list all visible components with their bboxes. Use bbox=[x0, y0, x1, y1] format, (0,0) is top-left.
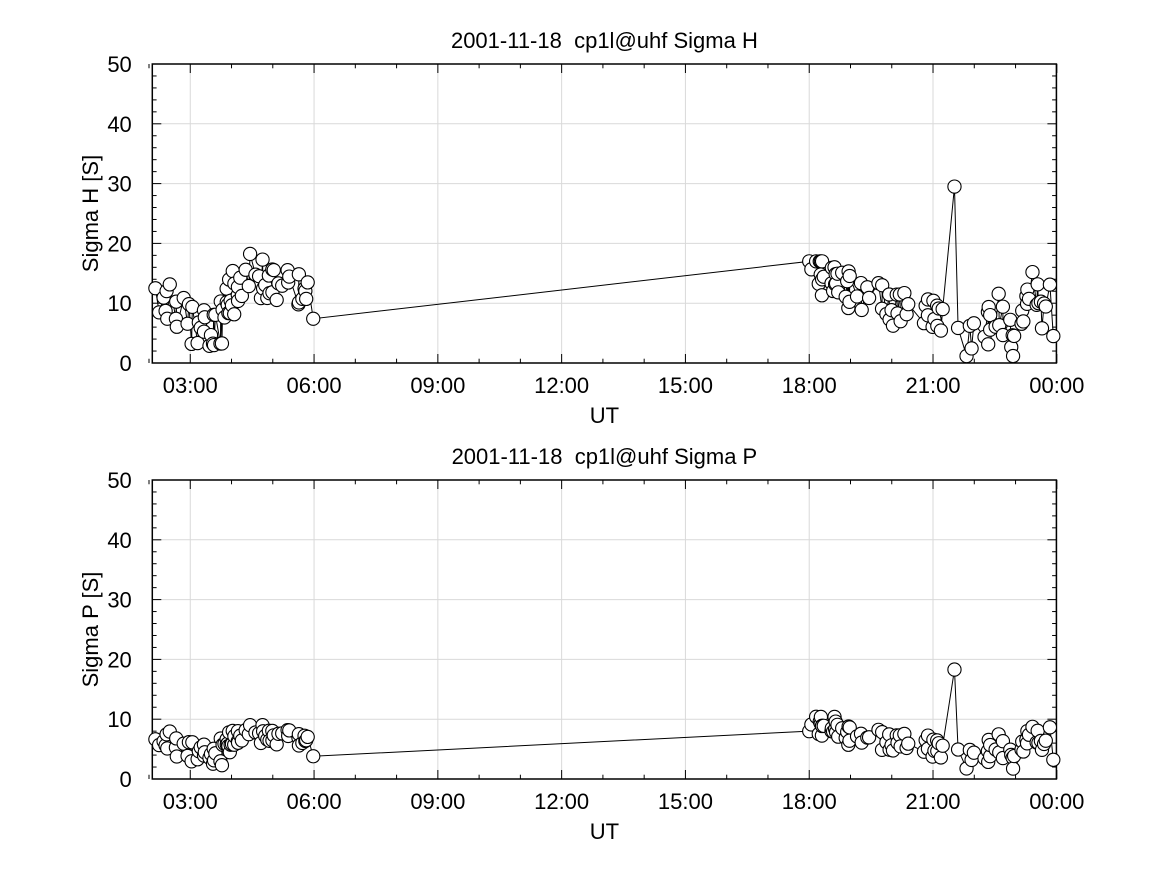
svg-text:50: 50 bbox=[107, 468, 131, 493]
svg-text:21:00: 21:00 bbox=[905, 789, 960, 814]
svg-text:03:00: 03:00 bbox=[163, 373, 218, 398]
svg-text:09:00: 09:00 bbox=[410, 789, 465, 814]
svg-text:06:00: 06:00 bbox=[287, 789, 342, 814]
svg-text:21:00: 21:00 bbox=[905, 373, 960, 398]
svg-text:2001-11-18 cp1l@uhf Sigma P: 2001-11-18 cp1l@uhf Sigma P bbox=[452, 444, 758, 469]
svg-text:2001-11-18 cp1l@uhf Sigma H: 2001-11-18 cp1l@uhf Sigma H bbox=[451, 28, 758, 53]
svg-text:0: 0 bbox=[120, 351, 132, 376]
svg-text:12:00: 12:00 bbox=[534, 373, 589, 398]
svg-text:06:00: 06:00 bbox=[287, 373, 342, 398]
svg-text:0: 0 bbox=[120, 767, 132, 792]
svg-text:12:00: 12:00 bbox=[534, 789, 589, 814]
svg-text:00:00: 00:00 bbox=[1029, 789, 1084, 814]
svg-text:Sigma H [S]: Sigma H [S] bbox=[78, 155, 103, 272]
svg-text:20: 20 bbox=[107, 648, 131, 673]
svg-text:09:00: 09:00 bbox=[410, 373, 465, 398]
svg-text:UT: UT bbox=[590, 819, 619, 844]
svg-text:30: 30 bbox=[107, 172, 131, 197]
svg-text:Sigma P [S]: Sigma P [S] bbox=[78, 572, 103, 688]
svg-text:10: 10 bbox=[107, 291, 131, 316]
svg-text:30: 30 bbox=[107, 588, 131, 613]
svg-text:18:00: 18:00 bbox=[782, 373, 837, 398]
svg-text:00:00: 00:00 bbox=[1029, 373, 1084, 398]
svg-text:18:00: 18:00 bbox=[782, 789, 837, 814]
svg-text:15:00: 15:00 bbox=[658, 789, 713, 814]
svg-text:40: 40 bbox=[107, 112, 131, 137]
svg-text:03:00: 03:00 bbox=[163, 789, 218, 814]
svg-text:50: 50 bbox=[107, 52, 131, 77]
svg-text:15:00: 15:00 bbox=[658, 373, 713, 398]
svg-text:40: 40 bbox=[107, 528, 131, 553]
svg-text:20: 20 bbox=[107, 231, 131, 256]
svg-text:10: 10 bbox=[107, 707, 131, 732]
